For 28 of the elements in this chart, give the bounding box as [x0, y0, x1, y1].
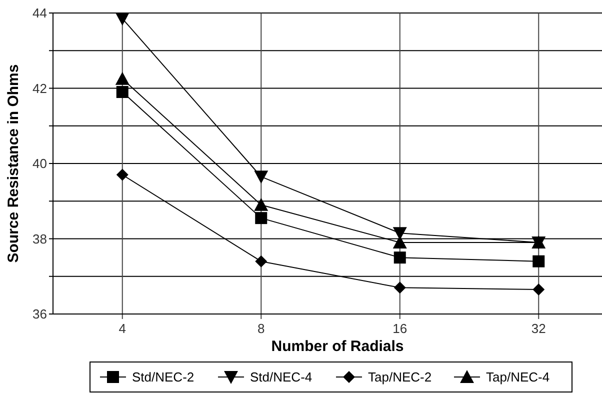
y-axis-title: Source Resistance in Ohms — [5, 64, 22, 263]
point — [255, 255, 268, 268]
y-tick-label: 44 — [32, 6, 47, 21]
point — [392, 236, 407, 249]
legend-label: Std/NEC-4 — [250, 370, 312, 385]
point — [394, 282, 406, 294]
point — [255, 212, 268, 224]
legend-label: Tap/NEC-4 — [486, 370, 550, 385]
y-tick-label: 38 — [32, 231, 47, 246]
point — [254, 170, 268, 184]
point — [115, 12, 130, 26]
legend-label: Std/NEC-2 — [132, 370, 194, 385]
y-tick-label: 36 — [32, 306, 47, 322]
point — [116, 168, 128, 181]
point — [532, 255, 545, 268]
point — [116, 86, 128, 98]
point — [532, 284, 545, 296]
x-tick-label: 8 — [258, 321, 265, 336]
x-tick-label: 4 — [118, 321, 126, 336]
point — [394, 252, 406, 264]
y-tick-label: 42 — [32, 80, 47, 96]
x-tick-label: 16 — [392, 321, 408, 336]
x-axis-title: Number of Radials — [271, 338, 404, 355]
y-tick-label: 40 — [32, 156, 47, 172]
point — [254, 198, 268, 211]
legend-label: Tap/NEC-2 — [368, 370, 432, 385]
point — [115, 72, 130, 85]
x-tick-label: 32 — [531, 321, 546, 336]
